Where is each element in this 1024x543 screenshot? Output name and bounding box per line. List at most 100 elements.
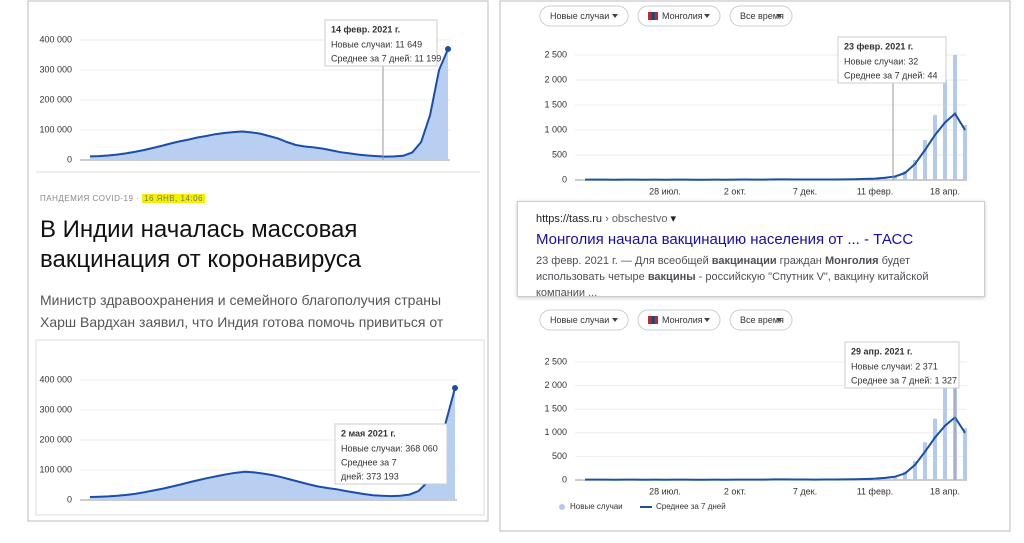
y-tick-label: 500: [552, 149, 567, 159]
y-tick-label: 2 500: [544, 356, 567, 366]
snippet-part: - российскую "Спутник V", вакцину китайс…: [536, 271, 929, 299]
legend-swatch: [559, 504, 565, 510]
y-tick-label: 200 000: [39, 434, 72, 444]
tooltip-line: Среднее за 7 дней: 11 199: [331, 53, 441, 63]
rubric: ПАНДЕМИЯ COVID-19: [40, 194, 134, 203]
tooltip-date: 2 мая 2021 г.: [341, 428, 396, 438]
dropdown-label: Монголия: [662, 11, 703, 21]
line: [89, 48, 449, 158]
dropdown-label: Новые случаи: [550, 11, 609, 21]
snippet-part: Монголия: [824, 255, 879, 267]
tooltip: [334, 423, 448, 485]
tooltip-date: 23 февр. 2021 г.: [844, 41, 913, 51]
bar: [963, 125, 967, 180]
bar: [953, 55, 957, 180]
legend-label: Среднее за 7 дней: [656, 502, 726, 511]
tooltip-date: 14 февр. 2021 г.: [331, 24, 400, 34]
bar: [883, 478, 887, 480]
dropdown[interactable]: [637, 309, 721, 331]
bar: [933, 418, 937, 480]
snippet-part: вакцины: [647, 271, 696, 283]
snippet: 23 февр. 2021 г. — Для всеобщей вакцинац…: [536, 253, 966, 301]
y-tick-label: 100 000: [39, 464, 72, 474]
y-tick-label: 2 000: [544, 380, 567, 390]
line: [584, 415, 966, 481]
rubric-line: ПАНДЕМИЯ COVID-19 · 16 ЯНВ, 14:06: [40, 194, 206, 203]
snippet-part: 23 февр. 2021 г. — Для всеобщей: [536, 255, 712, 267]
line: [584, 112, 966, 181]
bar: [933, 115, 937, 180]
y-tick-label: 0: [67, 494, 72, 504]
bar: [923, 140, 927, 180]
y-tick-label: 2 000: [544, 74, 567, 84]
tooltip: [837, 36, 947, 84]
x-tick-label: 11 февр.: [857, 186, 894, 196]
dropdown[interactable]: [637, 5, 721, 27]
y-tick-label: 400 000: [39, 374, 72, 384]
bar: [903, 471, 907, 480]
y-tick-label: 0: [67, 154, 72, 164]
dropdown[interactable]: [539, 5, 629, 27]
tooltip-date: 29 апр. 2021 г.: [851, 346, 912, 356]
dropdown-arrow: [612, 318, 618, 322]
bar: [893, 177, 897, 180]
tooltip: [844, 341, 960, 389]
article-lead: Министр здравоохранения и семейного благ…: [40, 292, 444, 330]
area: [90, 49, 448, 160]
x-tick-label: 7 дек.: [793, 486, 817, 496]
dropdown[interactable]: [729, 5, 793, 27]
dropdown-arrow: [776, 318, 782, 322]
result-title[interactable]: Монголия начала вакцинацию населения от …: [536, 231, 914, 248]
y-tick-label: 300 000: [39, 64, 72, 74]
x-tick-label: 18 апр.: [930, 486, 960, 496]
dropdown-label: Все время: [740, 11, 784, 21]
line: [89, 387, 456, 498]
tooltip-line: Новые случаи: 368 060: [341, 443, 438, 453]
right-frame: [499, 0, 1011, 532]
snippet-part: граждан: [776, 255, 825, 267]
x-tick-label: 11 февр.: [857, 486, 894, 496]
site: https://tass.ru: [536, 213, 603, 225]
y-tick-label: 1 500: [544, 404, 567, 414]
dropdown-label: Монголия: [662, 315, 703, 325]
search-result: https://tass.ru › obschestvo ▾ Монголия …: [517, 201, 985, 299]
snippet-part: вакцинации: [711, 255, 777, 267]
bar: [943, 385, 947, 480]
y-tick-label: 2 500: [544, 49, 567, 59]
flag: [651, 316, 655, 324]
bar: [903, 171, 907, 180]
y-tick-label: 0: [562, 474, 567, 484]
x-tick-label: 28 июл.: [649, 186, 681, 196]
y-tick-label: 1 000: [544, 427, 567, 437]
article-title[interactable]: В Индии началась массовая вакцинация от …: [40, 216, 362, 273]
card-border: [35, 339, 485, 516]
area: [90, 388, 455, 500]
article: ПАНДЕМИЯ COVID-19 · 16 ЯНВ, 14:06 В Инди…: [40, 180, 480, 336]
tooltip-line: Новые случаи: 32: [844, 56, 918, 66]
dropdown[interactable]: [539, 309, 629, 331]
bar: [963, 428, 967, 480]
x-tick-label: 18 апр.: [930, 186, 960, 196]
tooltip: [324, 19, 438, 67]
tooltip-line: Новые случаи: 2 371: [851, 361, 938, 371]
path: › obschestvo: [605, 213, 668, 225]
dropdown-arrow: [776, 14, 782, 18]
x-tick-label: 2 окт.: [724, 486, 746, 496]
url[interactable]: https://tass.ru › obschestvo ▾: [536, 213, 677, 225]
end-point: [445, 46, 451, 52]
bar: [943, 80, 947, 180]
dropdown-label: Все время: [740, 315, 784, 325]
dropdown-arrow: [704, 318, 710, 322]
tooltip-line: Среднее за 7: [341, 457, 397, 467]
y-tick-label: 200 000: [39, 94, 72, 104]
dropdown[interactable]: [729, 309, 793, 331]
y-tick-label: 500: [552, 451, 567, 461]
y-tick-label: 1 000: [544, 124, 567, 134]
tooltip-line: дней: 373 193: [341, 471, 399, 481]
y-tick-label: 0: [562, 174, 567, 184]
legend-label: Новые случаи: [570, 502, 623, 511]
bar: [923, 442, 927, 480]
dropdown-arrow: [704, 14, 710, 18]
